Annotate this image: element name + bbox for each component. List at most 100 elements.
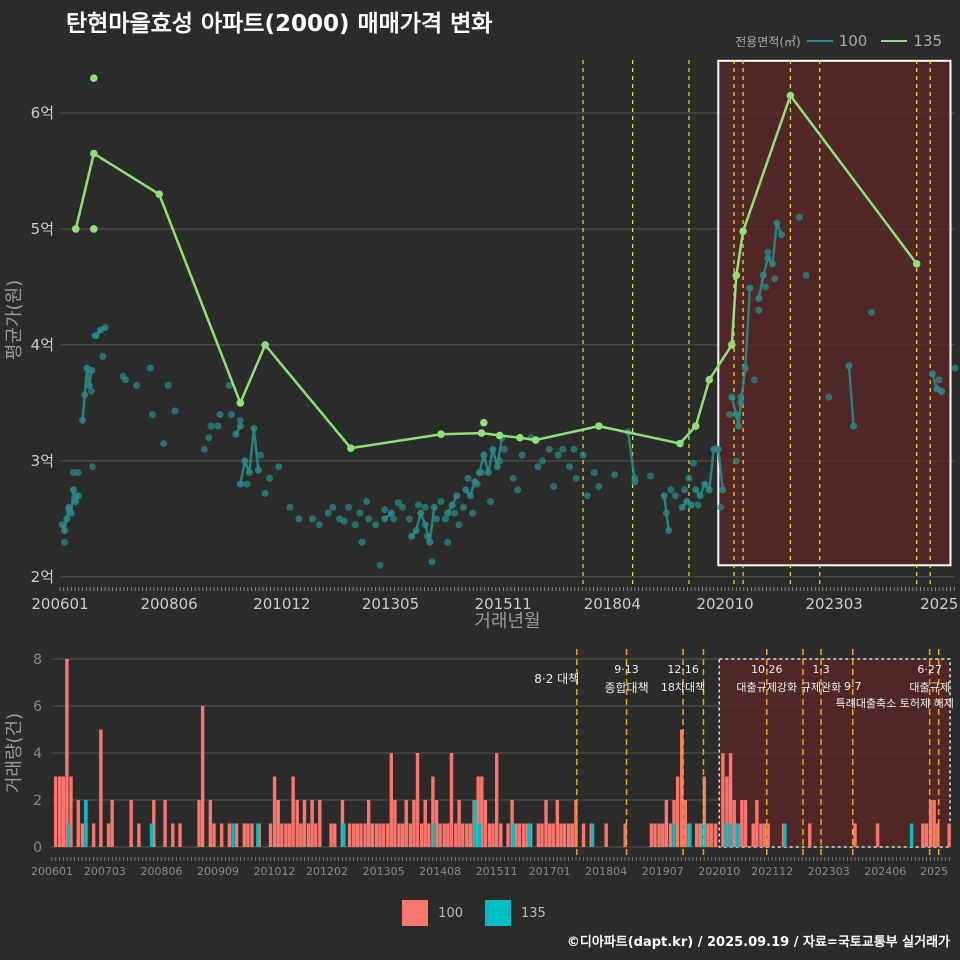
bar-100 (551, 823, 555, 847)
bar-100 (525, 823, 529, 847)
x-tick-label: 201012 (253, 595, 310, 613)
series-100-point (448, 501, 456, 509)
series-100-point (81, 391, 89, 399)
bar-100 (393, 800, 397, 847)
bar-100 (751, 823, 755, 847)
bar-100 (91, 823, 96, 847)
series-100-point (496, 457, 504, 465)
series-100-point (687, 501, 695, 509)
bar-100 (152, 800, 156, 847)
series-135-point (531, 436, 540, 444)
bar-135 (909, 823, 914, 847)
series-100-point (227, 411, 235, 419)
bar-100 (397, 823, 401, 847)
x-tick-label-bottom: 202406 (864, 865, 906, 878)
bar-100 (287, 823, 292, 847)
x-tick-label-bottom: 200601 (31, 865, 73, 878)
series-100-point (133, 382, 141, 390)
bar-100 (453, 823, 458, 847)
series-100-point (232, 430, 240, 438)
series-100-point (363, 497, 371, 505)
y-tick-label-bottom: 2 (33, 793, 42, 809)
bar-100 (310, 800, 314, 847)
bar-100 (562, 823, 567, 847)
series-100-point (692, 486, 700, 494)
x-tick-label-bottom: 202112 (751, 865, 793, 878)
x-tick-label-bottom: 200806 (140, 865, 182, 878)
chart-title: 탄현마을효성 아파트(2000) 매매가격 변화 (66, 11, 493, 37)
bar-100 (559, 823, 563, 847)
series-100-point (469, 509, 477, 517)
series-100-point (696, 492, 704, 500)
series-100-point (65, 506, 73, 514)
series-100-point (243, 480, 251, 488)
policy-label-1026-date: 10·26 (751, 663, 783, 676)
bar-100 (438, 823, 442, 847)
series-135-point (477, 429, 486, 437)
series-100-point (85, 382, 93, 390)
bar-100 (363, 823, 367, 847)
bar-100 (352, 823, 356, 847)
series-100-point (394, 499, 402, 507)
bar-100 (536, 823, 541, 847)
highlight-box (717, 59, 952, 567)
bar-100 (400, 823, 405, 847)
bar-100 (661, 823, 665, 847)
series-100-point (484, 469, 492, 477)
series-135-point (155, 190, 163, 198)
bar-100 (604, 823, 608, 847)
bar-100 (404, 800, 408, 847)
policy-label-97: 특례대출축소 토허제 해제 (836, 696, 954, 710)
series-100-point (79, 416, 87, 424)
x-tick-label: 202303 (806, 595, 863, 613)
bar-100 (649, 823, 654, 847)
series-100-point (550, 482, 558, 490)
series-100-point (444, 538, 452, 546)
bar-100 (212, 823, 216, 847)
policy-label-627: 대출규제 (909, 681, 949, 694)
series-100-point (308, 515, 316, 523)
bar-100 (381, 823, 386, 847)
series-100-point (399, 503, 407, 511)
series-100-point (365, 515, 373, 523)
x-axis-title: 거래년월 (474, 611, 540, 632)
legend-bar-label-100: 100 (438, 905, 463, 921)
bar-100 (732, 800, 736, 847)
series-135-point (437, 430, 445, 439)
bar-100 (547, 823, 552, 847)
bar-100 (487, 823, 492, 847)
series-100-point (764, 248, 772, 256)
bar-100 (875, 823, 880, 847)
y-tick-label-bottom: 6 (33, 699, 42, 715)
policy-label-1216: 18차대책 (661, 681, 705, 694)
series-100-point (225, 382, 233, 390)
policy-label-1026: 대출규제강화 (736, 681, 797, 694)
series-100-point (845, 362, 853, 370)
bar-135 (256, 823, 260, 847)
series-100-point (554, 451, 562, 459)
bar-100 (728, 753, 733, 847)
series-135-point (705, 375, 714, 384)
x-tick-label: 201804 (584, 595, 641, 613)
series-135-point (786, 91, 795, 100)
series-100-point (340, 517, 348, 525)
bar-100 (110, 800, 114, 847)
bar-100 (457, 800, 461, 847)
series-100-point (665, 526, 673, 534)
policy-label-82: 8·2 대책 (534, 671, 579, 686)
series-135-point (691, 422, 700, 430)
series-100-point (390, 515, 398, 523)
series-100-point (423, 532, 431, 540)
series-100-point (480, 451, 488, 459)
series-135-point (480, 418, 488, 427)
bar-100 (709, 823, 714, 847)
bar-135 (477, 823, 482, 847)
series-100-point (286, 503, 294, 511)
series-100-point (662, 509, 670, 517)
bar-100 (242, 823, 246, 847)
bar-100 (427, 823, 431, 847)
series-100-point (266, 474, 274, 482)
series-100-point (764, 254, 772, 262)
series-135-point (90, 225, 98, 233)
legend-top: 전용면적(㎡) 100 135 (735, 32, 950, 50)
